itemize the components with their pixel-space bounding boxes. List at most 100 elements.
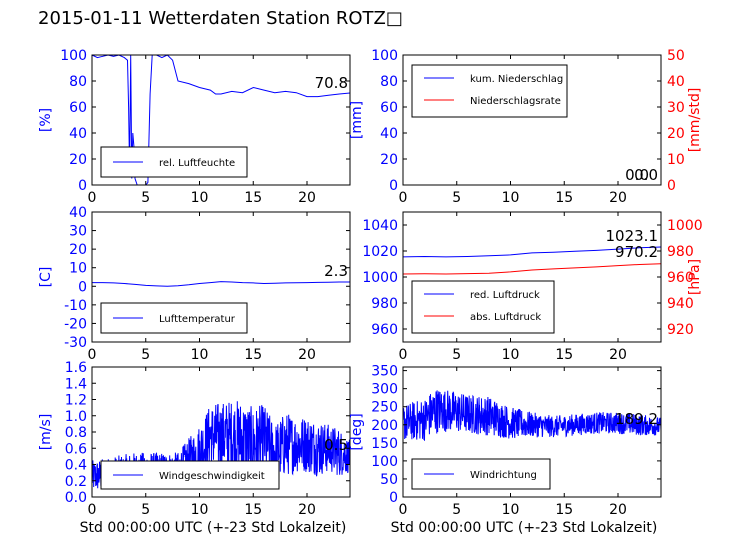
y-tick-label: 60 (380, 100, 398, 116)
legend-label: rel. Luftfeuchte (159, 158, 235, 169)
x-tick-label: 15 (555, 347, 573, 363)
y-tick-label: 150 (371, 436, 398, 452)
y-tick-label: 100 (371, 48, 398, 64)
last-value-label: 1023.1 (606, 227, 659, 245)
y2-tick-label: 960 (667, 270, 694, 286)
x-tick-label: 0 (399, 190, 408, 206)
x-tick-label: 5 (452, 502, 461, 518)
y-axis-label: [mm] (349, 101, 365, 139)
x-tick-label: 20 (298, 502, 316, 518)
legend-box (411, 280, 555, 334)
y-tick-label: 100 (371, 454, 398, 470)
y-tick-label: 100 (60, 48, 87, 64)
y-tick-label: 980 (371, 296, 398, 312)
y-tick-label: 0.2 (65, 474, 87, 490)
plot-frame-precip (402, 54, 662, 186)
y-tick-label: 80 (69, 74, 87, 90)
legend-box (411, 64, 568, 118)
x-tick-label: 0 (399, 347, 408, 363)
y-tick-label: 350 (371, 364, 398, 380)
y-tick-label: 960 (371, 322, 398, 338)
y2-tick-label: 940 (667, 296, 694, 312)
y-tick-label: 300 (371, 382, 398, 398)
y-tick-label: -30 (64, 335, 87, 351)
y-tick-label: 1.0 (65, 409, 87, 425)
x-tick-label: 0 (399, 502, 408, 518)
y-axis-label: [m/s] (38, 414, 54, 451)
y-tick-label: 250 (371, 400, 398, 416)
y-axis-label: [%] (38, 108, 54, 132)
legend-label: Lufttemperatur (159, 314, 236, 325)
y-tick-label: 0.4 (65, 458, 87, 474)
y-tick-label: 30 (69, 224, 87, 240)
legend-label: Windgeschwindigkeit (159, 471, 265, 482)
y-tick-label: 0.8 (65, 425, 87, 441)
y-tick-label: 20 (69, 242, 87, 258)
y-tick-label: 0 (389, 178, 398, 194)
last-value-label-2: 0.0 (625, 166, 649, 184)
x-tick-label: 15 (555, 190, 573, 206)
y-tick-label: 60 (69, 100, 87, 116)
y-tick-label: 0.0 (65, 490, 87, 506)
legend-label: kum. Niederschlag (470, 74, 563, 85)
x-axis-label: Std 00:00:00 UTC (+-23 Std Lokalzeit) (391, 520, 658, 536)
y-tick-label: -10 (64, 298, 87, 314)
x-tick-label: 0 (88, 190, 97, 206)
plot-frame-winddir (402, 366, 662, 498)
y-tick-label: 0 (78, 279, 87, 295)
y-tick-label: 40 (69, 126, 87, 142)
y2-tick-label: 10 (667, 152, 685, 168)
last-value-label: 70.8 (315, 74, 348, 92)
x-tick-label: 0 (88, 502, 97, 518)
y-tick-label: 1.2 (65, 393, 87, 409)
plot-frame-temperature (91, 211, 351, 343)
x-tick-label: 10 (502, 347, 520, 363)
x-tick-label: 15 (244, 502, 262, 518)
x-tick-label: 5 (452, 190, 461, 206)
y-tick-label: 40 (380, 126, 398, 142)
series-line-winddir-0 (402, 390, 662, 441)
x-tick-label: 15 (244, 347, 262, 363)
y-tick-label: 1.6 (65, 360, 87, 376)
y2-tick-label: 980 (667, 244, 694, 260)
last-value-label: 0.5 (324, 436, 348, 454)
x-tick-label: 15 (555, 502, 573, 518)
y-tick-label: 20 (380, 152, 398, 168)
x-tick-label: 10 (502, 502, 520, 518)
x-tick-label: 5 (141, 502, 150, 518)
last-value-label-2: 970.2 (615, 243, 658, 261)
x-tick-label: 5 (141, 347, 150, 363)
x-tick-label: 20 (609, 502, 627, 518)
last-value-label: 0.0 (634, 166, 658, 184)
x-tick-label: 10 (502, 190, 520, 206)
x-tick-label: 10 (191, 502, 209, 518)
series-line-pressure-0 (402, 246, 662, 258)
legend-label: abs. Luftdruck (470, 312, 541, 323)
y2-tick-label: 30 (667, 100, 685, 116)
y-tick-label: 0.6 (65, 441, 87, 457)
y-tick-label: 200 (371, 418, 398, 434)
y2-axis-label: [mm/std] (687, 88, 703, 153)
last-value-label: 2.3 (324, 262, 348, 280)
y-axis-label: [C] (38, 267, 54, 288)
y2-tick-label: 0 (667, 178, 676, 194)
y-tick-label: 0 (78, 178, 87, 194)
x-tick-label: 20 (298, 190, 316, 206)
y2-tick-label: 920 (667, 322, 694, 338)
last-value-label: 189.2 (615, 410, 658, 428)
y-axis-label: [deg] (349, 413, 365, 450)
legend-label: red. Luftdruck (470, 290, 540, 301)
y2-tick-label: 40 (667, 74, 685, 90)
y-tick-label: 0 (389, 490, 398, 506)
x-tick-label: 0 (88, 347, 97, 363)
y-tick-label: 1000 (362, 270, 398, 286)
x-tick-label: 20 (609, 347, 627, 363)
y-tick-label: 20 (69, 152, 87, 168)
x-tick-label: 20 (609, 190, 627, 206)
y-tick-label: 80 (380, 74, 398, 90)
x-tick-label: 5 (452, 347, 461, 363)
x-tick-label: 20 (298, 347, 316, 363)
x-tick-label: 5 (141, 190, 150, 206)
